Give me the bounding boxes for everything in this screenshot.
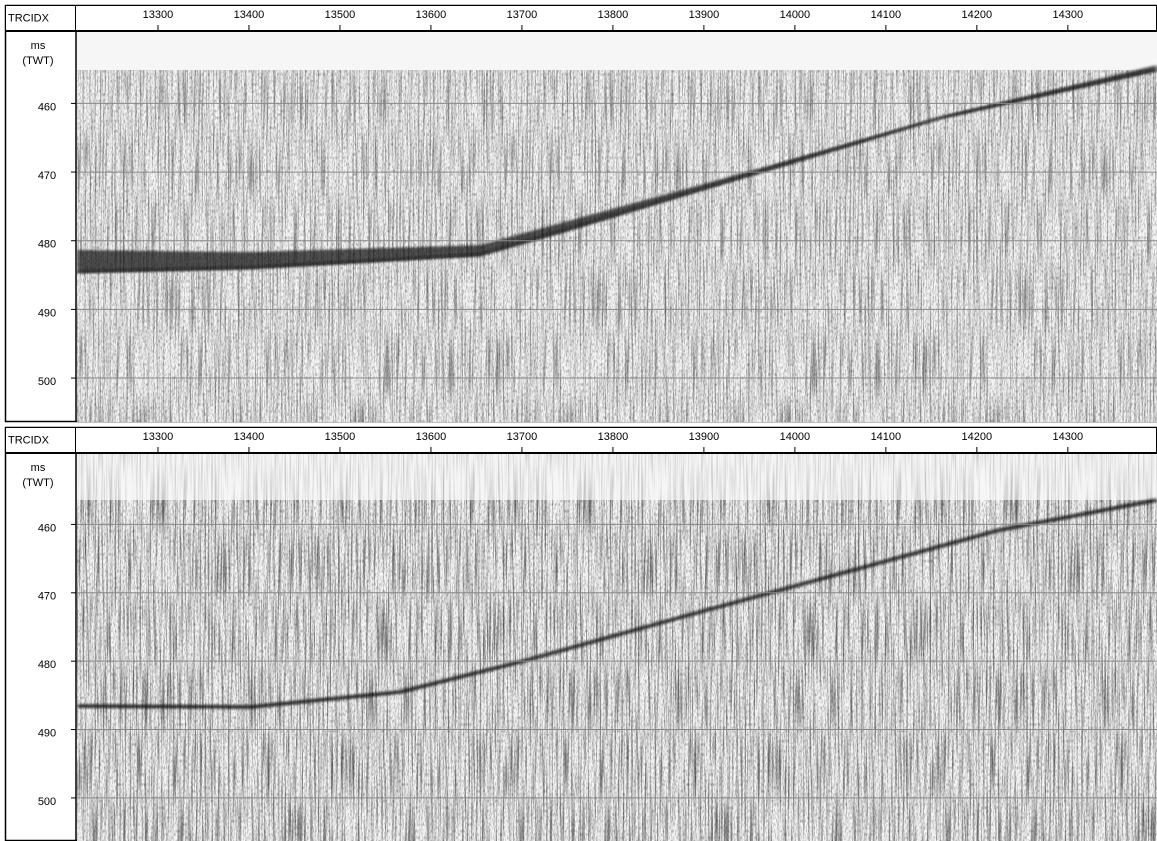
y-tick-label: 480 [38,659,56,671]
x-tick-label: 13500 [325,431,356,443]
y-tick-label: 470 [38,170,56,182]
y-axis-label: (TWT) [22,477,53,489]
x-tick-label: 13600 [416,431,447,443]
x-axis-label: TRCIDX [8,434,50,446]
seismic-image [77,454,1157,841]
x-tick-label: 13400 [234,9,265,21]
x-tick-label: 13800 [598,9,629,21]
y-tick-label: 470 [38,591,56,603]
y-tick-label: 460 [38,101,56,113]
y-tick-label: 500 [38,376,56,388]
x-tick-label: 13300 [143,431,174,443]
x-tick-label: 14000 [780,431,811,443]
seismic-panel: TRCIDX 13300 13400 13500 13600 13700 13800 1390… [6,428,1157,841]
x-tick-label: 13900 [689,431,720,443]
x-tick-label: 13900 [689,9,720,21]
x-tick-label: 14100 [871,9,902,21]
x-tick-label: 13700 [507,431,538,443]
y-tick-label: 490 [38,727,56,739]
x-tick-label: 14200 [962,9,993,21]
x-tick-label: 13500 [325,9,356,21]
y-tick-label: 460 [38,522,56,534]
x-tick-label: 13800 [598,431,629,443]
y-axis-label: (TWT) [22,55,53,67]
seismic-image [77,32,1157,422]
x-tick-label: 14300 [1053,9,1084,21]
y-tick-label: 480 [38,239,56,251]
y-axis-label: ms [31,40,46,52]
seismic-panel: TRCIDX 13300 13400 13500 13600 13700 13800 1390… [6,6,1157,423]
y-tick-label: 500 [38,796,56,808]
x-tick-label: 14200 [962,431,993,443]
x-tick-label: 14000 [780,9,811,21]
x-tick-label: 13300 [143,9,174,21]
y-tick-label: 490 [38,307,56,319]
seismic-viewer: TRCIDX 13300 13400 13500 13600 13700 13800 1390… [0,0,1157,841]
x-tick-label: 13400 [234,431,265,443]
x-tick-label: 13700 [507,9,538,21]
x-axis-label: TRCIDX [8,12,50,24]
x-tick-label: 14300 [1053,431,1084,443]
x-tick-label: 13600 [416,9,447,21]
y-axis-label: ms [31,462,46,474]
x-tick-label: 14100 [871,431,902,443]
